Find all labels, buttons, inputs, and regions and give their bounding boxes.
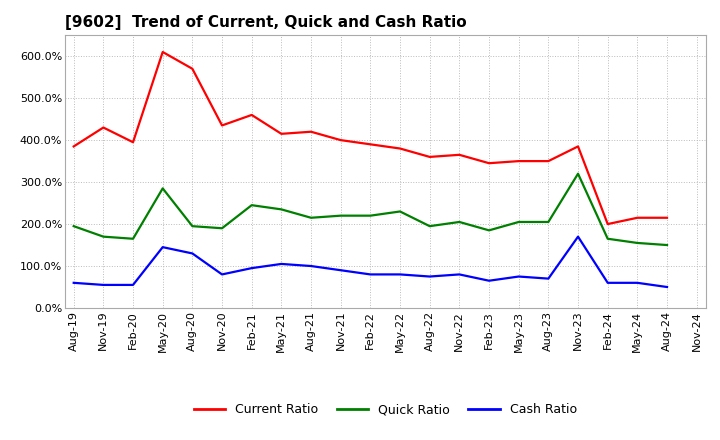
Quick Ratio <box>396 209 405 214</box>
Current Ratio <box>69 144 78 149</box>
Quick Ratio <box>426 224 434 229</box>
Quick Ratio <box>662 242 671 248</box>
Quick Ratio <box>158 186 167 191</box>
Cash Ratio <box>396 272 405 277</box>
Quick Ratio <box>514 219 523 224</box>
Line: Current Ratio: Current Ratio <box>73 52 667 224</box>
Quick Ratio <box>544 219 553 224</box>
Current Ratio <box>158 49 167 55</box>
Cash Ratio <box>603 280 612 286</box>
Quick Ratio <box>307 215 315 220</box>
Cash Ratio <box>217 272 226 277</box>
Quick Ratio <box>574 171 582 176</box>
Cash Ratio <box>633 280 642 286</box>
Cash Ratio <box>514 274 523 279</box>
Current Ratio <box>544 158 553 164</box>
Cash Ratio <box>307 264 315 269</box>
Cash Ratio <box>662 284 671 290</box>
Cash Ratio <box>336 268 345 273</box>
Current Ratio <box>514 158 523 164</box>
Quick Ratio <box>248 202 256 208</box>
Current Ratio <box>99 125 108 130</box>
Current Ratio <box>366 142 374 147</box>
Current Ratio <box>455 152 464 158</box>
Current Ratio <box>574 144 582 149</box>
Quick Ratio <box>603 236 612 242</box>
Cash Ratio <box>69 280 78 286</box>
Cash Ratio <box>248 265 256 271</box>
Cash Ratio <box>158 245 167 250</box>
Current Ratio <box>426 154 434 160</box>
Current Ratio <box>396 146 405 151</box>
Quick Ratio <box>633 240 642 246</box>
Line: Cash Ratio: Cash Ratio <box>73 237 667 287</box>
Current Ratio <box>307 129 315 134</box>
Current Ratio <box>217 123 226 128</box>
Current Ratio <box>603 221 612 227</box>
Cash Ratio <box>129 282 138 288</box>
Cash Ratio <box>366 272 374 277</box>
Cash Ratio <box>544 276 553 281</box>
Quick Ratio <box>366 213 374 218</box>
Quick Ratio <box>455 219 464 224</box>
Current Ratio <box>633 215 642 220</box>
Current Ratio <box>248 112 256 117</box>
Current Ratio <box>336 137 345 143</box>
Cash Ratio <box>426 274 434 279</box>
Quick Ratio <box>277 207 286 212</box>
Current Ratio <box>485 161 493 166</box>
Quick Ratio <box>69 224 78 229</box>
Text: [9602]  Trend of Current, Quick and Cash Ratio: [9602] Trend of Current, Quick and Cash … <box>65 15 467 30</box>
Current Ratio <box>129 139 138 145</box>
Quick Ratio <box>129 236 138 242</box>
Quick Ratio <box>188 224 197 229</box>
Quick Ratio <box>485 228 493 233</box>
Cash Ratio <box>99 282 108 288</box>
Legend: Current Ratio, Quick Ratio, Cash Ratio: Current Ratio, Quick Ratio, Cash Ratio <box>194 403 577 416</box>
Cash Ratio <box>455 272 464 277</box>
Current Ratio <box>662 215 671 220</box>
Quick Ratio <box>217 226 226 231</box>
Cash Ratio <box>574 234 582 239</box>
Line: Quick Ratio: Quick Ratio <box>73 174 667 245</box>
Cash Ratio <box>277 261 286 267</box>
Cash Ratio <box>188 251 197 256</box>
Current Ratio <box>277 131 286 136</box>
Quick Ratio <box>99 234 108 239</box>
Cash Ratio <box>485 278 493 283</box>
Quick Ratio <box>336 213 345 218</box>
Current Ratio <box>188 66 197 71</box>
